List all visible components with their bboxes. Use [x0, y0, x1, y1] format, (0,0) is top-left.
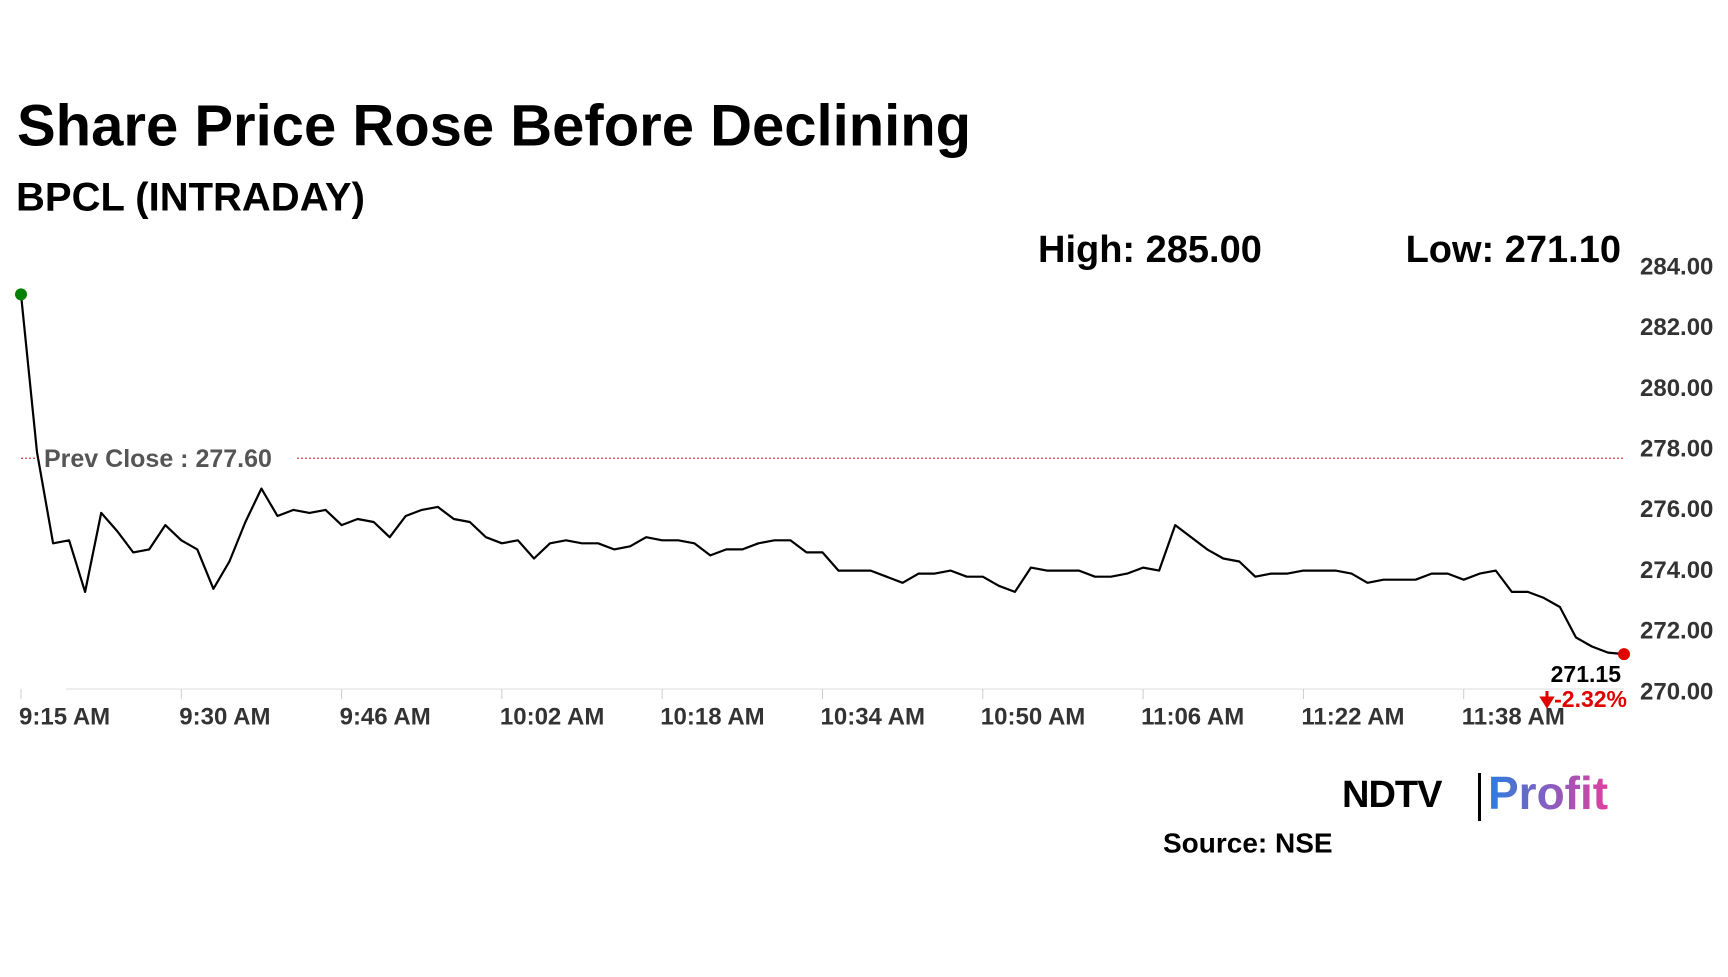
- x-tick-label: 9:15 AM: [19, 703, 110, 730]
- y-tick-label: 282.00: [1640, 314, 1713, 341]
- prev-close-bg: [40, 440, 296, 475]
- x-tick-label: 11:06 AM: [1141, 703, 1244, 730]
- down-arrow: [1539, 691, 1555, 709]
- chart-title: Share Price Rose Before Declining: [17, 93, 971, 158]
- x-tick-label: 10:02 AM: [500, 703, 604, 730]
- high-label: High: 285.00: [1038, 229, 1262, 271]
- y-tick-label: 280.00: [1640, 375, 1713, 402]
- low-label: Low: 271.10: [1406, 229, 1621, 271]
- change-label: -2.32%: [1554, 686, 1627, 712]
- x-tick-label: 10:18 AM: [660, 703, 764, 730]
- x-tick-label: 11:22 AM: [1301, 703, 1404, 730]
- end-point: [1618, 648, 1630, 661]
- brand-profit: Profit: [1488, 767, 1608, 819]
- y-tick-label: 274.00: [1640, 557, 1713, 584]
- y-tick-label: 276.00: [1640, 496, 1713, 523]
- y-tick-label: 270.00: [1640, 678, 1713, 705]
- price-line: [19, 294, 1625, 656]
- brand-ndtv: NDTV: [1342, 774, 1443, 816]
- last-price-label: 271.15: [1551, 661, 1622, 687]
- y-tick-label: 278.00: [1640, 435, 1713, 462]
- x-tick-label: 9:30 AM: [179, 703, 270, 730]
- source: Source: NSE: [1163, 827, 1333, 858]
- x-tick-label: 11:38 AM: [1462, 703, 1565, 730]
- start-point: [15, 288, 27, 301]
- prev-close-label: Prev Close : 277.60: [44, 445, 272, 473]
- chart-subtitle: BPCL (INTRADAY): [16, 176, 365, 220]
- x-tick-label: 10:50 AM: [981, 703, 1085, 730]
- y-tick-label: 272.00: [1640, 618, 1713, 645]
- brand-divider: [1478, 773, 1481, 821]
- x-tick-label: 10:34 AM: [821, 703, 925, 730]
- y-tick-label: 284.00: [1640, 253, 1713, 280]
- x-tick-label: 9:46 AM: [340, 703, 431, 730]
